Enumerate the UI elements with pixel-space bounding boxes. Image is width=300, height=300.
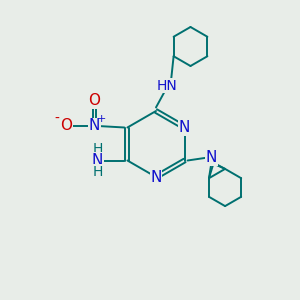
Text: -: -	[55, 112, 59, 125]
Text: H: H	[92, 165, 103, 179]
Text: N: N	[206, 150, 217, 165]
Text: N: N	[92, 153, 103, 168]
Text: N: N	[150, 169, 162, 184]
Text: +: +	[96, 114, 106, 124]
Text: H: H	[92, 142, 103, 156]
Text: O: O	[88, 93, 101, 108]
Text: O: O	[60, 118, 72, 134]
Text: N: N	[179, 120, 190, 135]
Text: HN: HN	[156, 79, 177, 92]
Text: N: N	[89, 118, 100, 134]
